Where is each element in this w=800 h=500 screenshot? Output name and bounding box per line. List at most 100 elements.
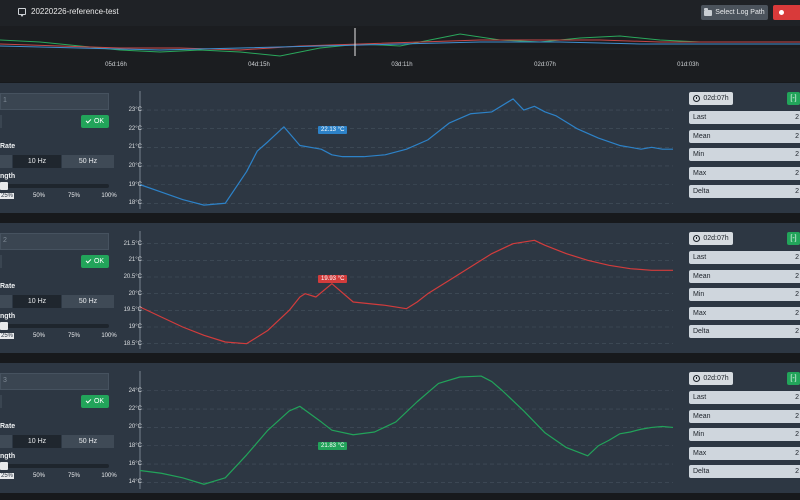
collapse-button[interactable]: [-]	[787, 92, 800, 105]
collapse-button[interactable]: [-]	[787, 232, 800, 245]
y-tick-label: 20°C	[128, 162, 142, 169]
chart-svg	[139, 231, 673, 349]
length-slider-thumb[interactable]	[0, 182, 8, 190]
stat-row-max: Max 2	[689, 166, 800, 180]
rate-option-10hz[interactable]: 10 Hz	[13, 435, 62, 448]
panel-controls: 2 OK Rate 10 Hz 50 Hz ngth 25% 50% 75% 1…	[0, 223, 118, 353]
y-tick-label: 20.5°C	[123, 274, 142, 280]
length-slider-track[interactable]	[0, 464, 109, 468]
stat-value: 2	[795, 309, 799, 317]
stat-row-max: Max 2	[689, 446, 800, 460]
stat-label: Min	[693, 151, 705, 158]
rate-option-50hz[interactable]: 50 Hz	[62, 295, 115, 308]
time-range-label: 02d:07h	[703, 235, 729, 242]
pct-label: 50%	[32, 333, 46, 339]
stat-label: Delta	[693, 468, 710, 475]
stat-value: 2	[795, 394, 799, 401]
length-label: ngth	[0, 313, 16, 320]
record-button[interactable]	[773, 5, 800, 20]
stat-label: Min	[693, 431, 705, 438]
temperature-chart-3[interactable]: 24°C 22°C 20°C 18°C 16°C 14°C 21.83 °C	[118, 363, 678, 493]
stat-row-max: Max 2	[689, 306, 800, 320]
y-tick-label: 19°C	[128, 324, 142, 330]
series-line	[139, 98, 673, 206]
time-range-button[interactable]: 02d:07h	[689, 372, 733, 385]
overview-chart	[0, 26, 800, 72]
rate-option-10hz[interactable]: 10 Hz	[13, 155, 62, 168]
rate-option-10hz[interactable]: 10 Hz	[13, 295, 62, 308]
sensor-panel-3: 3 OK Rate 10 Hz 50 Hz ngth 25% 50% 75% 1…	[0, 363, 800, 493]
ok-label: OK	[93, 398, 105, 405]
rate-option-1hz[interactable]	[0, 155, 13, 168]
rate-option-1hz[interactable]	[0, 435, 13, 448]
log-title: 20220226-reference-test	[18, 7, 119, 17]
time-range-button[interactable]: 02d:07h	[689, 92, 733, 105]
sensor-name-input[interactable]: 1	[0, 93, 109, 110]
ok-button[interactable]: OK	[81, 115, 109, 128]
rate-option-50hz[interactable]: 50 Hz	[62, 155, 115, 168]
stat-label: Delta	[693, 328, 710, 335]
folder-icon	[704, 7, 713, 16]
stat-value: 2	[795, 169, 799, 177]
y-tick-label: 18°C	[128, 442, 142, 449]
stat-label: Mean	[693, 272, 711, 280]
pct-label: 25%	[0, 193, 15, 199]
clock-icon	[693, 95, 701, 102]
rate-option-1hz[interactable]	[0, 295, 13, 308]
stat-label: Min	[693, 291, 705, 298]
ok-label: OK	[93, 118, 105, 125]
pct-label: 50%	[32, 473, 46, 479]
overview-tick: 03d:11h	[391, 62, 413, 68]
stat-value: 2	[795, 114, 799, 121]
pct-label: 100%	[101, 193, 117, 199]
y-tick-label: 14°C	[128, 479, 142, 486]
temperature-chart-2[interactable]: 21.5°C 21°C 20.5°C 20°C 19.5°C 19°C 18.5°C 19.…	[118, 223, 678, 353]
ok-button[interactable]: OK	[81, 395, 109, 408]
length-slider-thumb[interactable]	[0, 322, 8, 330]
y-tick-label: 22°C	[128, 125, 142, 132]
chart-svg	[139, 91, 673, 209]
clock-icon	[693, 375, 701, 382]
stat-row-delta: Delta 2	[689, 325, 800, 338]
stat-row-last: Last 2	[689, 111, 800, 124]
rate-selector: 10 Hz 50 Hz	[0, 295, 115, 308]
temperature-chart-1[interactable]: 23°C 22°C 21°C 20°C 19°C 18°C 22.13 °C	[118, 83, 678, 213]
cursor-value-tag: 21.83 °C	[318, 442, 348, 450]
y-tick-label: 20°C	[128, 424, 142, 431]
series-line	[139, 239, 673, 345]
pct-label: 100%	[101, 473, 117, 479]
overview-timeline[interactable]	[0, 26, 800, 72]
stat-value: 2	[795, 449, 799, 457]
collapse-button[interactable]: [-]	[787, 372, 800, 385]
stat-value: 2	[795, 431, 799, 438]
stats-panel: 02d:07h [-] Last 2 Mean 2 Min 2 Max 2 Delta 2	[689, 363, 800, 493]
stat-row-mean: Mean 2	[689, 129, 800, 143]
stat-row-last: Last 2	[689, 251, 800, 264]
panel-controls: 1 OK Rate 10 Hz 50 Hz ngth 25% 50% 75% 1…	[0, 83, 118, 213]
y-tick-label: 21°C	[128, 257, 142, 264]
time-range-button[interactable]: 02d:07h	[689, 232, 733, 245]
length-slider-track[interactable]	[0, 324, 109, 328]
stat-value: 2	[795, 188, 799, 195]
y-tick-label: 22°C	[128, 406, 142, 413]
length-slider-thumb[interactable]	[0, 462, 8, 470]
rate-option-50hz[interactable]: 50 Hz	[62, 435, 115, 448]
sensor-name-input[interactable]: 2	[0, 233, 109, 250]
sensor-panel-2: 2 OK Rate 10 Hz 50 Hz ngth 25% 50% 75% 1…	[0, 223, 800, 353]
ok-button[interactable]: OK	[81, 255, 109, 268]
input-edge	[0, 395, 2, 408]
stat-label: Last	[693, 114, 707, 121]
select-log-path-button[interactable]: Select Log Path	[701, 5, 768, 20]
overview-line-blue	[0, 41, 800, 51]
overview-tick: 05d:16h	[105, 62, 127, 68]
stat-label: Last	[693, 254, 707, 261]
stat-row-min: Min 2	[689, 288, 800, 301]
panel-controls: 3 OK Rate 10 Hz 50 Hz ngth 25% 50% 75% 1…	[0, 363, 118, 493]
y-tick-label: 19.5°C	[123, 307, 142, 314]
sensor-name-input[interactable]: 3	[0, 373, 109, 390]
select-log-path-label: Select Log Path	[715, 9, 765, 16]
series-line	[139, 375, 674, 485]
overview-line-red	[0, 39, 800, 51]
length-slider-track[interactable]	[0, 184, 109, 188]
rate-label: Rate	[0, 423, 16, 430]
